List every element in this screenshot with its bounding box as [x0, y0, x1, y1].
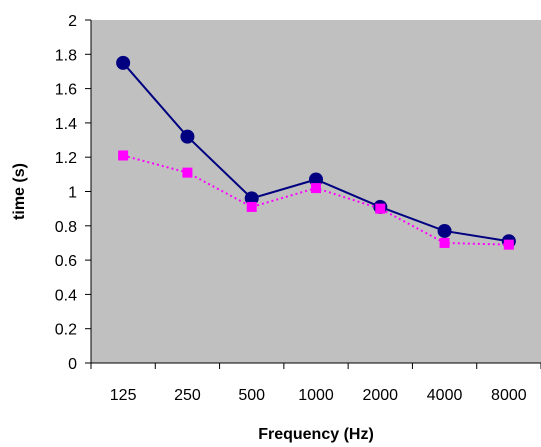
y-tick-label: 0.6 — [55, 253, 77, 270]
y-tick-label: 0.8 — [55, 219, 77, 236]
y-axis-title: time (s) — [11, 163, 28, 220]
y-tick-label: 2 — [68, 13, 77, 30]
x-tick-label: 250 — [174, 387, 201, 404]
y-tick-label: 1.6 — [55, 82, 77, 99]
x-tick-label: 8000 — [491, 387, 527, 404]
x-tick-label: 2000 — [362, 387, 398, 404]
series-1-point — [437, 223, 452, 238]
y-tick-label: 0.4 — [55, 287, 77, 304]
y-tick-label: 1.2 — [55, 150, 77, 167]
x-tick-label: 4000 — [427, 387, 463, 404]
series-1-point — [244, 191, 259, 206]
series-2-point — [311, 183, 321, 194]
series-2-point — [439, 237, 450, 248]
x-tick-label: 500 — [238, 387, 265, 404]
series-2 — [118, 150, 514, 250]
y-tick-label: 1.8 — [55, 47, 77, 64]
x-axis-title: Frequency (Hz) — [258, 426, 374, 443]
series-1-point — [309, 172, 323, 187]
series-1 — [116, 55, 516, 249]
y-tick-label: 0.2 — [55, 322, 77, 339]
y-tick-label: 1 — [68, 185, 77, 202]
y-tick-label: 1.4 — [55, 116, 77, 133]
series-2-point — [118, 150, 129, 161]
x-tick-label: 125 — [110, 387, 137, 404]
series-2-point — [182, 167, 193, 178]
series-2-point — [503, 239, 514, 250]
series-2-point — [375, 203, 386, 214]
y-tick-label: 0 — [68, 356, 77, 373]
series-1-point — [116, 55, 131, 70]
series-2-point — [246, 201, 257, 212]
series-1-point — [180, 129, 195, 144]
x-tick-label: 1000 — [298, 387, 334, 404]
